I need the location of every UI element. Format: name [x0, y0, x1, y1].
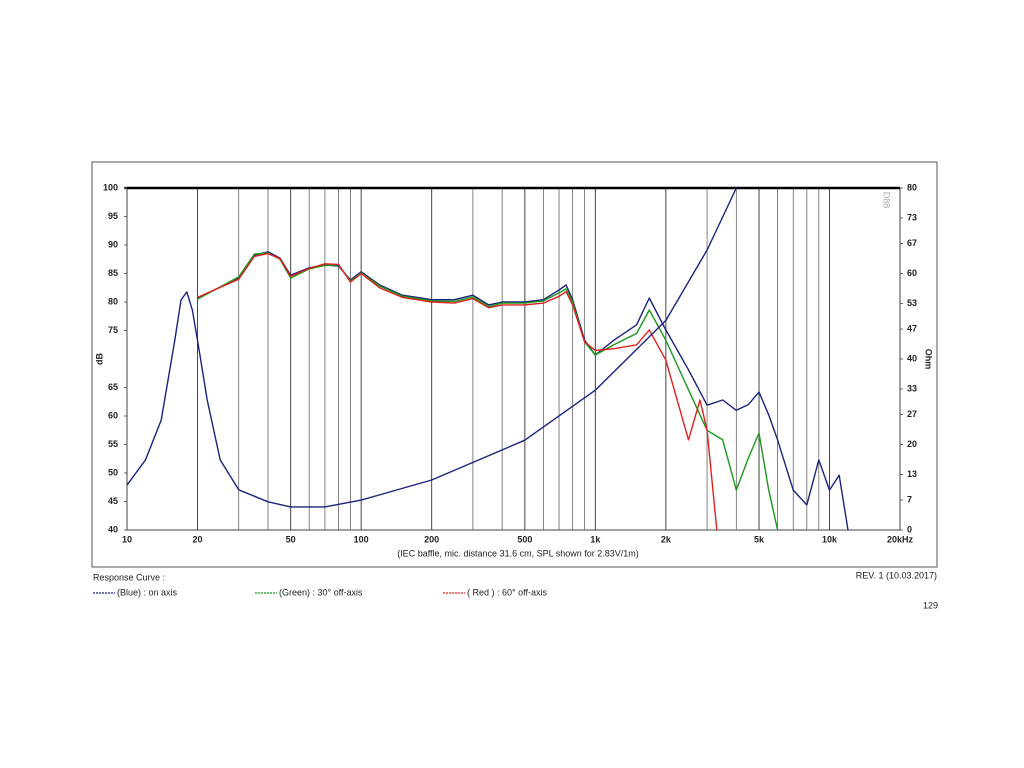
y-tick-label: 90 [108, 239, 118, 249]
y-tick-label: 45 [108, 496, 118, 506]
legend-label: ( Red ) : 60° off-axis [467, 587, 547, 597]
page-number: 129 [923, 600, 938, 610]
x-tick-label: 20 [192, 534, 202, 544]
series-line [197, 252, 718, 531]
watermark: D88 [882, 192, 892, 209]
y2-tick-label: 13 [907, 469, 917, 479]
y-tick-label: 100 [103, 182, 118, 192]
x-tick-label: 50 [286, 534, 296, 544]
y2-axis-label: Ohm [924, 349, 934, 370]
series-line [126, 187, 737, 508]
y-axis-label: dB [94, 353, 104, 365]
x-tick-label: 5k [754, 534, 765, 544]
y2-tick-label: 67 [907, 238, 917, 248]
y-tick-label: 95 [108, 211, 118, 221]
series-line [197, 251, 849, 531]
y-tick-label: 50 [108, 467, 118, 477]
x-tick-label: 100 [354, 534, 369, 544]
x-tick-label: 20kHz [887, 534, 914, 544]
y-tick-label: 85 [108, 268, 118, 278]
y2-tick-label: 53 [907, 298, 917, 308]
y-tick-label: 40 [108, 524, 118, 534]
y2-tick-label: 40 [907, 353, 917, 363]
x-tick-label: 10k [822, 534, 838, 544]
legend-title: Response Curve : [93, 572, 165, 582]
y-tick-label: 65 [108, 382, 118, 392]
y2-tick-label: 33 [907, 383, 917, 393]
x-tick-label: 10 [122, 534, 132, 544]
legend-label: (Blue) : on axis [117, 587, 178, 597]
y-tick-label: 60 [108, 410, 118, 420]
y-tick-label: 55 [108, 439, 118, 449]
y2-tick-label: 47 [907, 323, 917, 333]
series-line [197, 252, 779, 531]
x-tick-label: 200 [424, 534, 439, 544]
y2-tick-label: 27 [907, 409, 917, 419]
legend-label: (Green) : 30° off-axis [279, 587, 363, 597]
frame [91, 161, 938, 568]
y2-tick-label: 60 [907, 268, 917, 278]
y2-tick-label: 80 [907, 182, 917, 192]
y2-tick-label: 73 [907, 212, 917, 222]
plot-area [126, 187, 901, 531]
x-axis-label: (IEC baffle, mic. distance 31.6 cm, SPL … [397, 548, 639, 558]
revision: REV. 1 (10.03.2017) [856, 570, 937, 580]
y-tick-label: 75 [108, 325, 118, 335]
x-tick-label: 1k [590, 534, 601, 544]
y2-tick-label: 20 [907, 439, 917, 449]
y2-tick-label: 0 [907, 524, 912, 534]
y2-tick-label: 7 [907, 494, 912, 504]
x-tick-label: 2k [661, 534, 672, 544]
x-tick-label: 500 [517, 534, 532, 544]
y-tick-label: 80 [108, 296, 118, 306]
